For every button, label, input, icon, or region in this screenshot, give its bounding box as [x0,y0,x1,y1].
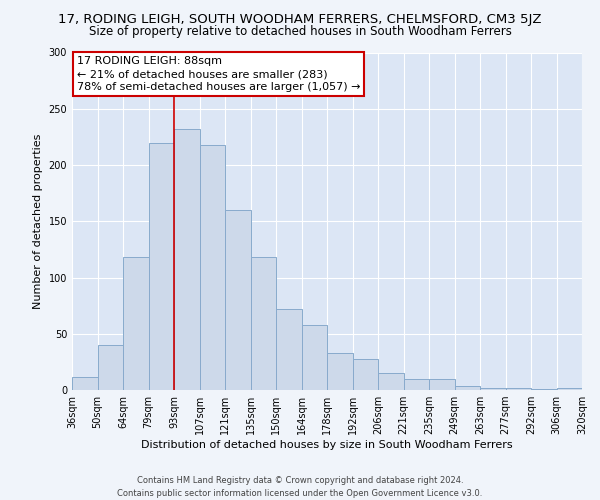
Bar [353,358,378,390]
Bar [123,257,149,390]
Bar [327,353,353,390]
Bar [199,145,225,390]
Bar [72,376,97,390]
Bar [505,388,531,390]
Bar [302,325,327,390]
Bar [531,389,557,390]
Bar [455,386,480,390]
X-axis label: Distribution of detached houses by size in South Woodham Ferrers: Distribution of detached houses by size … [141,440,513,450]
Bar [251,257,276,390]
Bar [557,388,582,390]
Bar [378,373,404,390]
Text: Contains HM Land Registry data © Crown copyright and database right 2024.
Contai: Contains HM Land Registry data © Crown c… [118,476,482,498]
Bar [97,345,123,390]
Bar [149,142,174,390]
Text: 17 RODING LEIGH: 88sqm
← 21% of detached houses are smaller (283)
78% of semi-de: 17 RODING LEIGH: 88sqm ← 21% of detached… [77,56,361,92]
Bar [225,210,251,390]
Bar [429,379,455,390]
Bar [276,309,302,390]
Y-axis label: Number of detached properties: Number of detached properties [33,134,43,309]
Text: 17, RODING LEIGH, SOUTH WOODHAM FERRERS, CHELMSFORD, CM3 5JZ: 17, RODING LEIGH, SOUTH WOODHAM FERRERS,… [58,12,542,26]
Bar [174,129,199,390]
Bar [404,379,429,390]
Bar [480,388,505,390]
Text: Size of property relative to detached houses in South Woodham Ferrers: Size of property relative to detached ho… [89,25,511,38]
